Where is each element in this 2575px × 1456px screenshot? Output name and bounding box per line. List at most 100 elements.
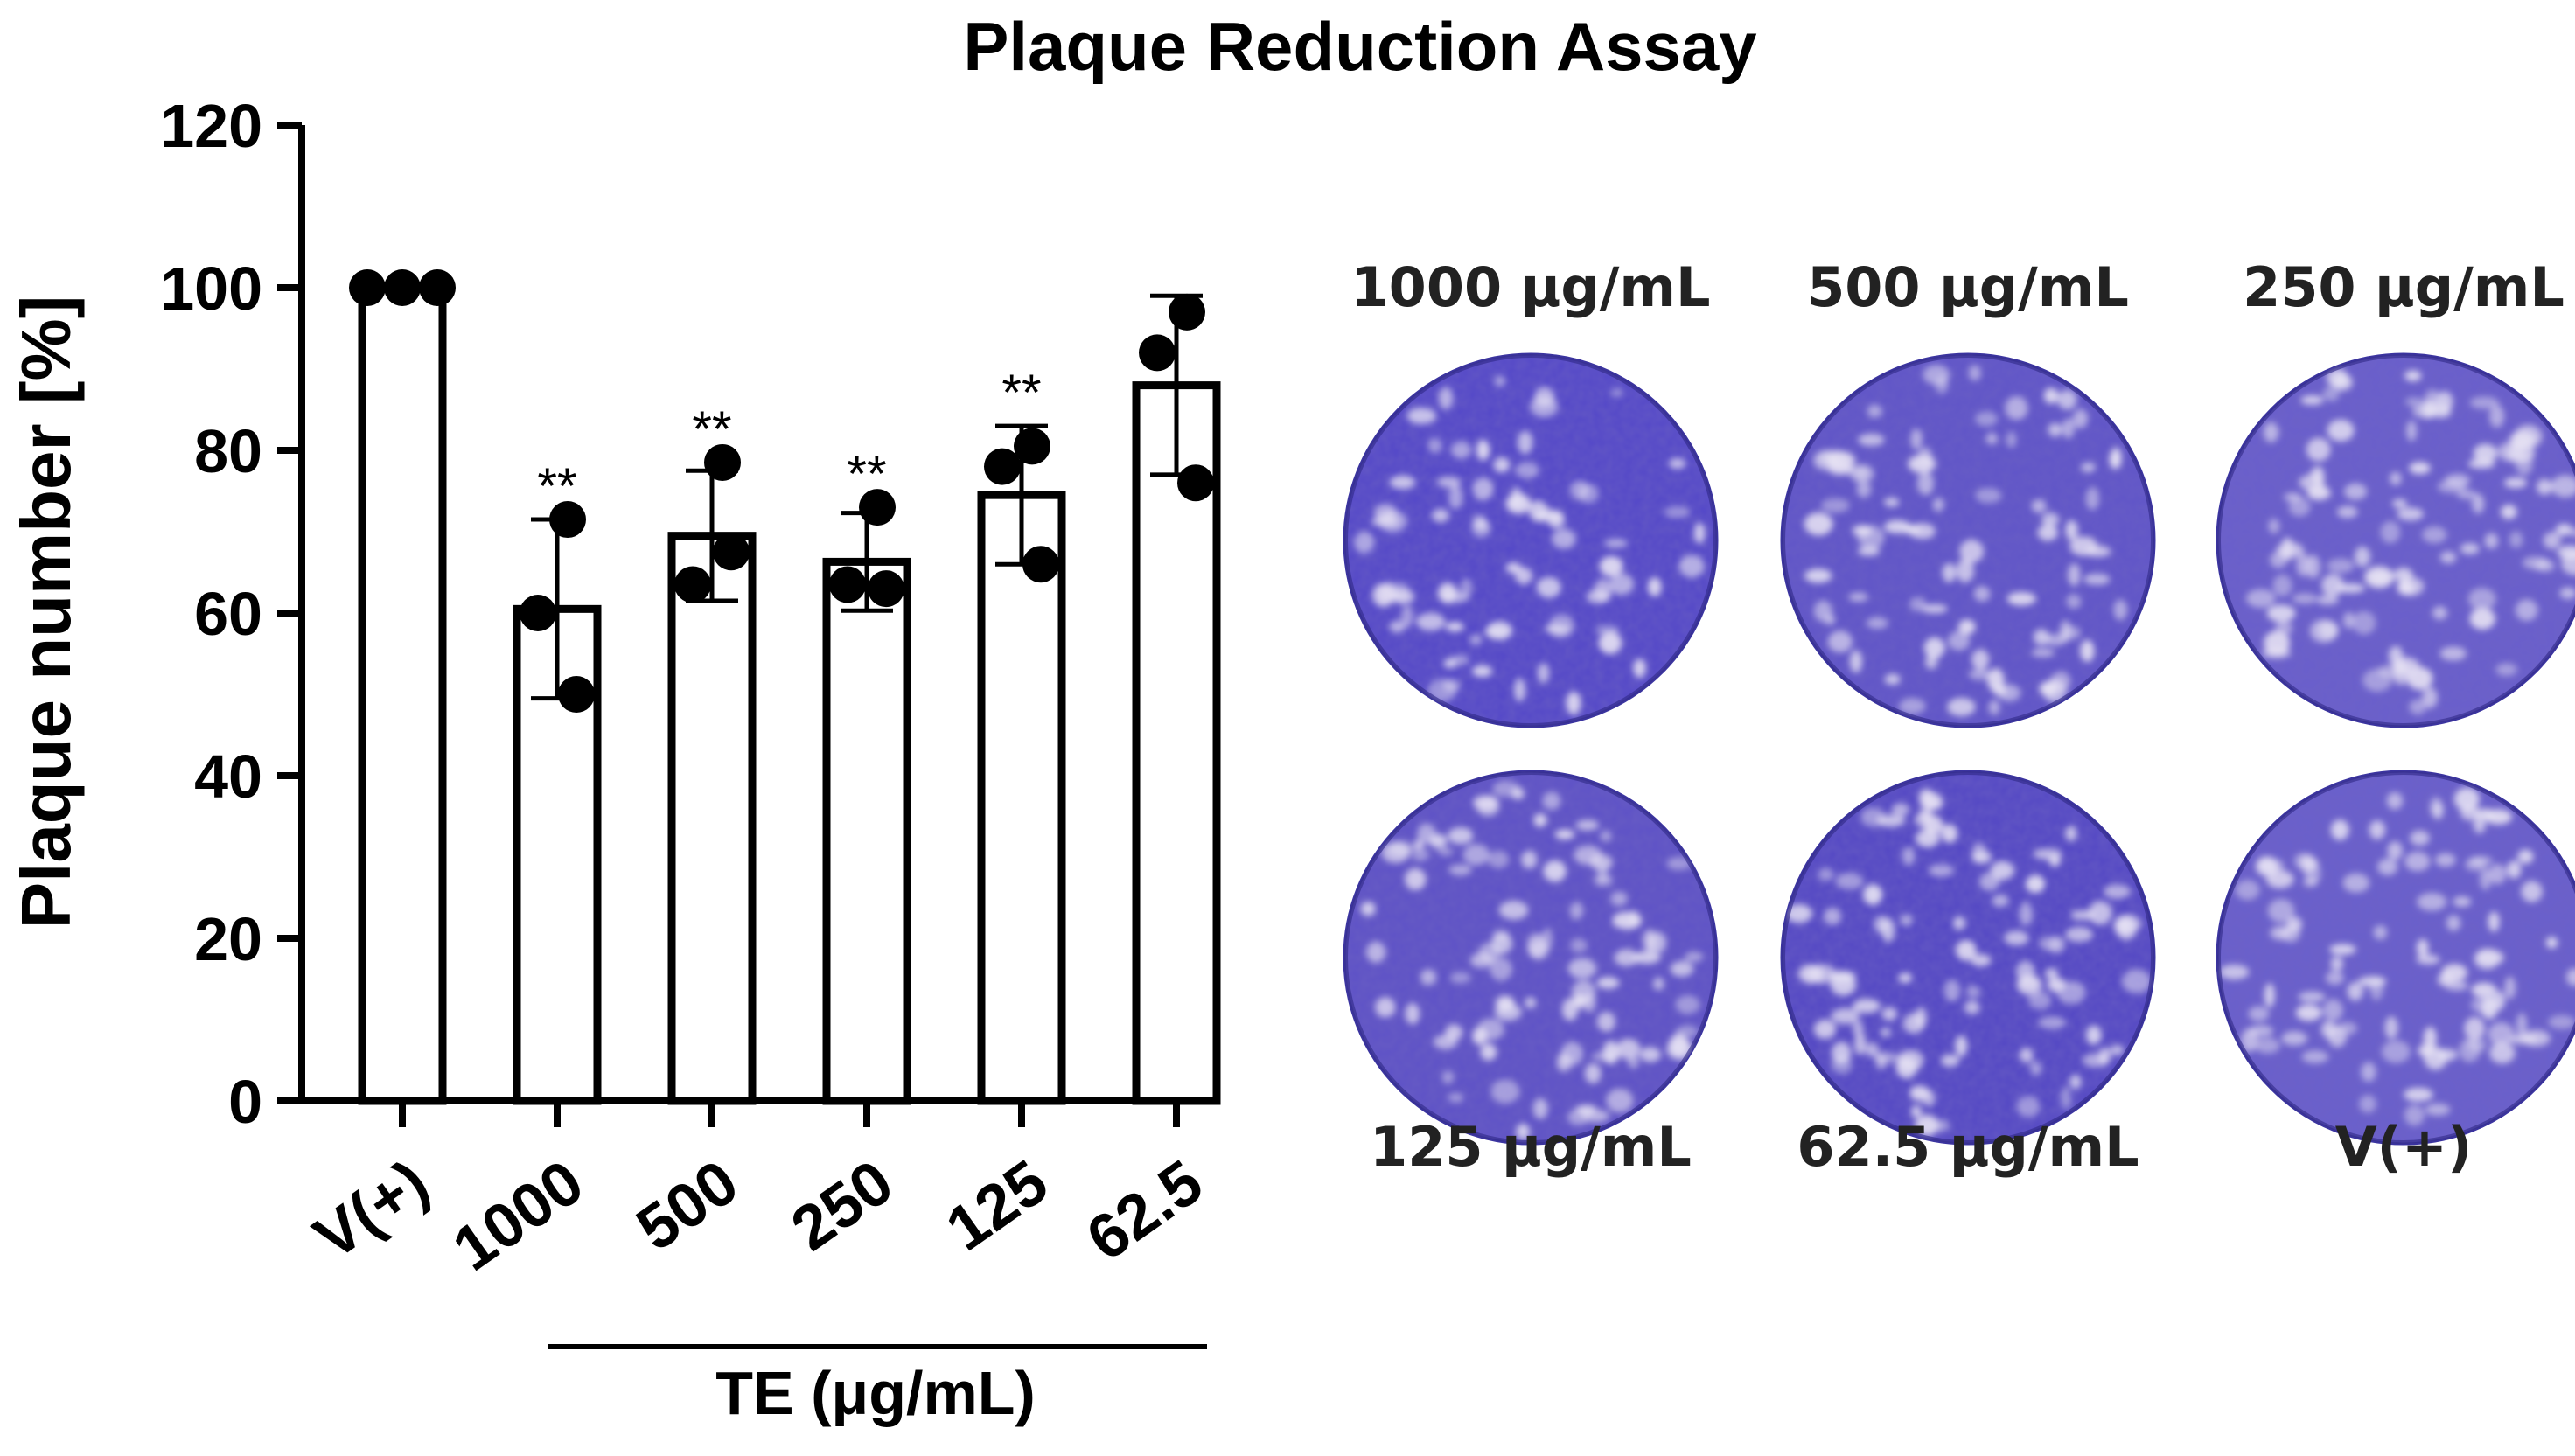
x-tick-label: 125 bbox=[934, 1147, 1060, 1264]
plaque-spot bbox=[2047, 977, 2066, 993]
plaque-spot bbox=[1469, 634, 1483, 645]
plaque-spot bbox=[2504, 976, 2516, 1000]
plaque-spot bbox=[2422, 687, 2438, 708]
plaque-spot bbox=[1947, 697, 1976, 717]
plaque-spot bbox=[2307, 484, 2329, 499]
plaque-spot bbox=[1895, 1056, 1917, 1079]
plaque-spot bbox=[1849, 650, 1863, 673]
plaque-spot bbox=[2295, 1004, 2322, 1021]
plaque-spot bbox=[1554, 829, 1575, 840]
plaque-spot bbox=[2044, 634, 2067, 646]
plaque-spot bbox=[2019, 1048, 2034, 1063]
plaque-spot bbox=[2245, 589, 2276, 609]
plaque-spot bbox=[1536, 576, 1561, 598]
plaque-spot bbox=[1693, 522, 1706, 544]
plaque-spot bbox=[2301, 1050, 2329, 1064]
plaque-spot bbox=[1898, 972, 1913, 984]
plaque-spot bbox=[2416, 954, 2440, 965]
plaque-spot bbox=[2306, 437, 2331, 462]
plaque-spot bbox=[2031, 499, 2047, 513]
plaque-spot bbox=[1797, 964, 1824, 984]
plaque-spot bbox=[2109, 449, 2122, 470]
plaque-spot bbox=[1978, 872, 2000, 891]
plaque-spot bbox=[1448, 484, 1463, 510]
plaque-spot bbox=[2380, 520, 2401, 544]
plaque-spot bbox=[2281, 1031, 2308, 1046]
x-tick-label: 500 bbox=[625, 1147, 750, 1264]
well-rim bbox=[1782, 354, 2154, 727]
plaque-spot bbox=[2264, 983, 2275, 1008]
well-label: 250 μg/mL bbox=[2243, 255, 2565, 319]
plaque-spot bbox=[1852, 525, 1873, 537]
y-tick-label: 60 bbox=[194, 580, 262, 648]
plaque-spot bbox=[2556, 523, 2572, 536]
plaque-spot bbox=[2326, 971, 2344, 986]
plaque-spot bbox=[2411, 404, 2437, 419]
plaque-spot bbox=[2422, 526, 2447, 544]
plaque-spot bbox=[2352, 610, 2376, 635]
plaque-spot bbox=[2536, 478, 2553, 495]
significance-label: ** bbox=[692, 401, 731, 458]
plaque-spot bbox=[1881, 917, 1895, 943]
plaque-spot bbox=[2316, 595, 2339, 605]
plaque-spot bbox=[1813, 1019, 1837, 1040]
significance-label: ** bbox=[537, 458, 576, 515]
plaque-spot bbox=[1438, 387, 1454, 410]
plaque-spot bbox=[1566, 691, 1581, 715]
plaque-spot bbox=[1633, 658, 1646, 679]
plaque-spot bbox=[2329, 944, 2356, 955]
plaque-spot bbox=[1915, 1114, 1939, 1137]
plaque-spot bbox=[1427, 437, 1443, 454]
data-point bbox=[558, 676, 595, 713]
plaque-spot bbox=[2548, 1014, 2575, 1029]
plaque-spot bbox=[2359, 1095, 2376, 1113]
plaque-spot bbox=[1606, 1088, 1634, 1113]
plaque-spot bbox=[2065, 519, 2078, 540]
bar bbox=[822, 557, 911, 1105]
y-tick-label: 100 bbox=[160, 254, 262, 323]
stain-texture bbox=[2217, 771, 2575, 1144]
plaque-spots bbox=[1785, 788, 2152, 1137]
plaque-spot bbox=[1569, 902, 1584, 920]
plaque-spot bbox=[1675, 994, 1700, 1014]
plaque-spot bbox=[1653, 977, 1664, 991]
plaque-spot bbox=[1955, 940, 1977, 961]
plaque-spot bbox=[2062, 418, 2076, 439]
plaque-spot bbox=[2491, 991, 2506, 1011]
plaque-spot bbox=[1513, 678, 1526, 702]
plaque-spot bbox=[1902, 1014, 1925, 1035]
plaque-spot bbox=[1545, 624, 1570, 634]
plaque-spot bbox=[1389, 620, 1406, 633]
plaque-spot bbox=[1918, 791, 1943, 809]
plaque-spot bbox=[2354, 546, 2371, 568]
plaque-spot bbox=[1405, 867, 1427, 891]
plaque-spot bbox=[1365, 941, 1386, 963]
plaque-spot bbox=[1360, 902, 1376, 916]
plaque-spot bbox=[2446, 915, 2461, 931]
plaque-spot bbox=[1668, 458, 1686, 470]
stain-texture bbox=[1344, 354, 1717, 727]
plaque-spot bbox=[2410, 830, 2430, 846]
plaque-spot bbox=[2336, 583, 2365, 594]
plaque-spot bbox=[2037, 524, 2059, 541]
plaque-spot bbox=[2488, 863, 2507, 885]
plaque-spot bbox=[1785, 903, 1813, 923]
plaque-spot bbox=[1924, 654, 1938, 670]
plaque-spot bbox=[1929, 864, 1955, 877]
data-point bbox=[868, 570, 904, 608]
well-label: V(+) bbox=[2335, 1115, 2473, 1179]
x-axis-label: TE (μg/mL) bbox=[715, 1359, 1036, 1427]
plaque-spot bbox=[2503, 477, 2528, 489]
plaque-spot bbox=[1923, 637, 1945, 659]
plaque-spot bbox=[1857, 433, 1885, 447]
bar bbox=[667, 532, 757, 1105]
plaque-spot bbox=[1448, 864, 1472, 876]
plaque-spot bbox=[1596, 1011, 1616, 1032]
plaque-spot bbox=[2298, 991, 2326, 1003]
plaque-spot bbox=[2404, 1104, 2425, 1126]
plaque-spot bbox=[1923, 815, 1943, 835]
plaque-spot bbox=[2006, 431, 2017, 449]
plaque-spot bbox=[2404, 1087, 2433, 1102]
plaque-spot bbox=[1389, 475, 1416, 490]
plaque-spot bbox=[1921, 604, 1948, 614]
